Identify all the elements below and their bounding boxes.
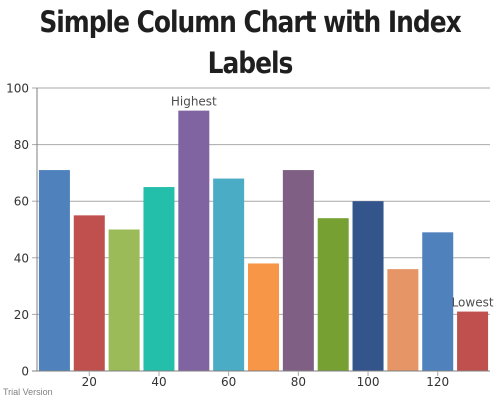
- bar: [422, 232, 454, 371]
- bar: [73, 215, 105, 371]
- y-tick-label: 60: [14, 195, 29, 209]
- y-tick-label: 0: [21, 365, 29, 379]
- bar: [38, 170, 70, 371]
- x-tick-label: 20: [82, 375, 97, 389]
- bar: [248, 263, 279, 371]
- index-label: Lowest: [452, 296, 494, 310]
- bar: [352, 201, 384, 371]
- bar: [108, 229, 140, 371]
- bar: [317, 218, 349, 371]
- x-tick-label: 60: [221, 375, 236, 389]
- bar: [282, 170, 314, 371]
- trial-watermark: Trial Version: [3, 387, 53, 397]
- x-tick-label: 100: [357, 375, 380, 389]
- y-tick-label: 80: [14, 138, 29, 152]
- chart-title: Simple Column Chart with Index Labels: [39, 5, 461, 80]
- bar: [213, 178, 245, 371]
- y-tick-label: 40: [14, 251, 29, 265]
- bar: [178, 110, 210, 371]
- axes: 0 20 40 60 80 100 20 40 60 80 100 120: [6, 82, 490, 389]
- y-tick-label: 20: [14, 308, 29, 322]
- bars: [38, 110, 489, 371]
- x-tick-label: 40: [151, 375, 166, 389]
- y-tick-label: 100: [6, 82, 29, 96]
- index-label: Highest: [171, 95, 217, 109]
- bar: [457, 311, 489, 371]
- x-tick-label: 120: [426, 375, 449, 389]
- bar: [143, 187, 175, 371]
- index-labels: Highest Lowest: [171, 95, 494, 310]
- x-tick-label: 80: [291, 375, 306, 389]
- bar: [387, 269, 419, 371]
